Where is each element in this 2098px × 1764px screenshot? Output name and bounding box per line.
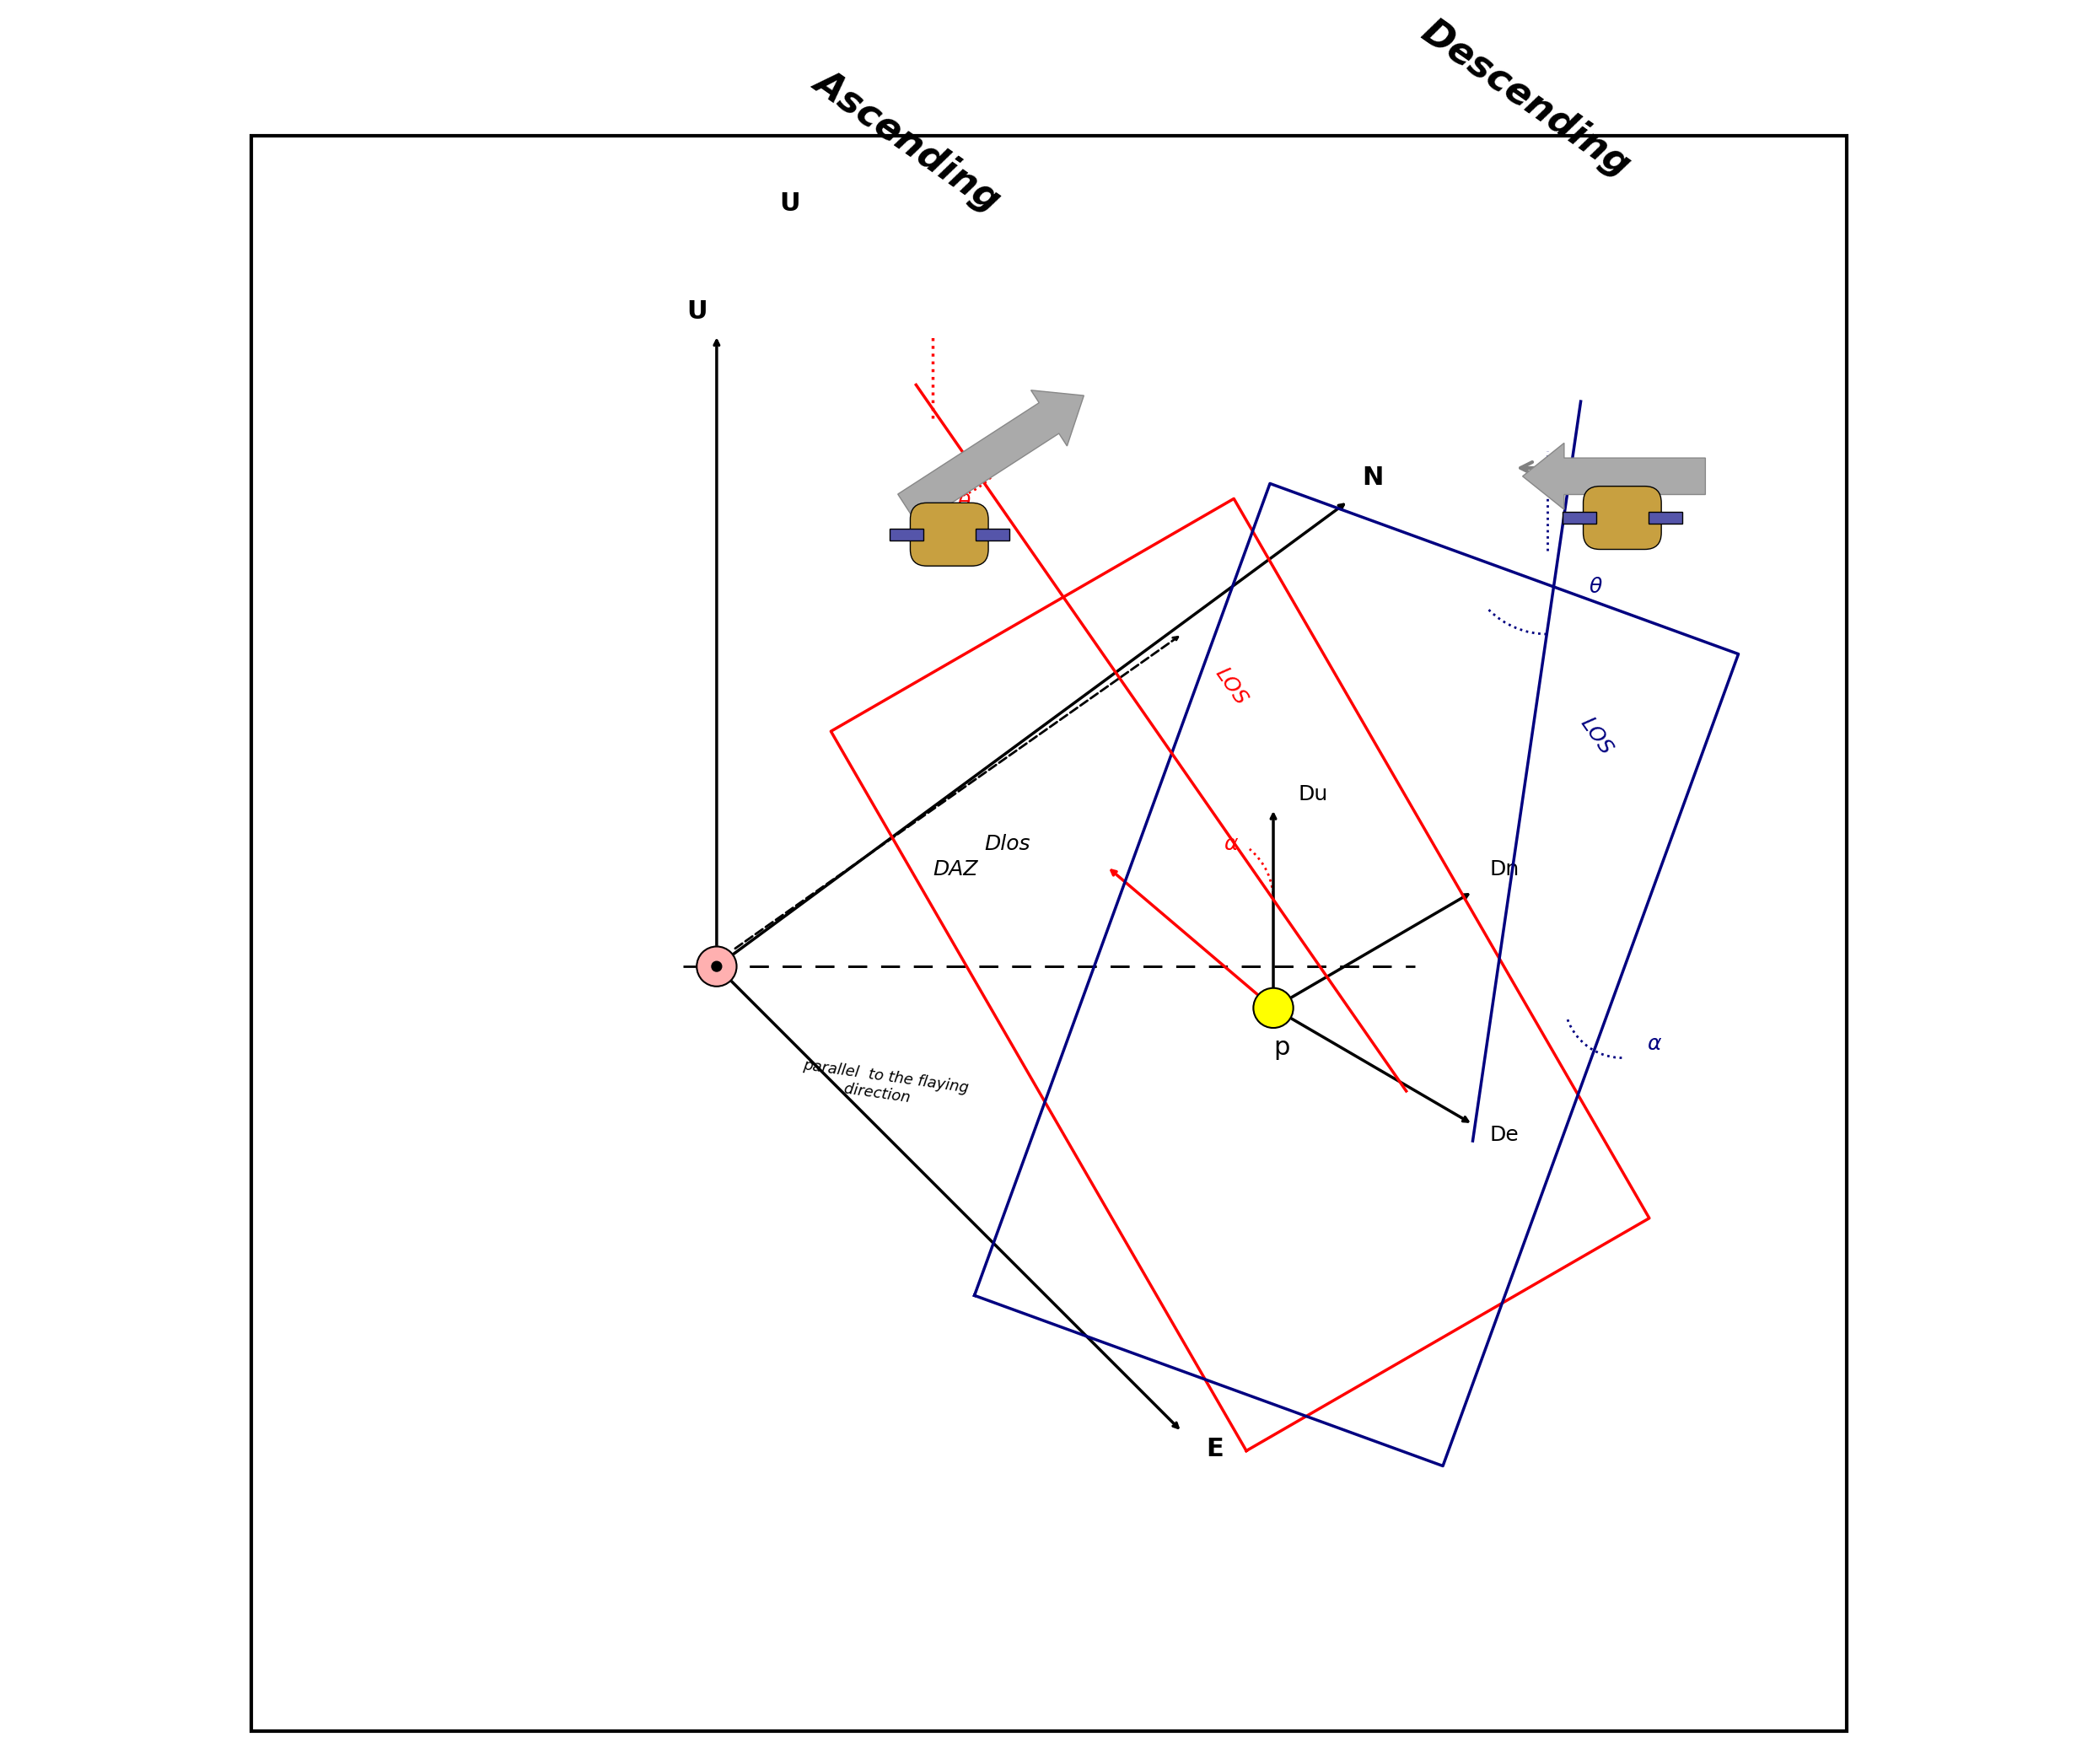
Bar — [1563, 512, 1597, 524]
Text: α: α — [1223, 834, 1238, 854]
Text: LOS: LOS — [1576, 714, 1618, 759]
Circle shape — [697, 947, 736, 986]
Text: E: E — [1206, 1438, 1223, 1462]
Circle shape — [1253, 988, 1292, 1028]
Text: Dn: Dn — [1490, 859, 1519, 878]
Text: Descending: Descending — [1414, 14, 1636, 185]
Text: DAZ: DAZ — [934, 859, 978, 878]
Text: Ascending: Ascending — [808, 64, 1009, 219]
FancyArrow shape — [1523, 443, 1706, 510]
Text: LOS: LOS — [1211, 663, 1250, 709]
FancyBboxPatch shape — [911, 503, 988, 566]
Text: p: p — [1273, 1035, 1290, 1060]
FancyArrow shape — [898, 390, 1085, 526]
Text: parallel  to the flaying
         direction: parallel to the flaying direction — [799, 1058, 969, 1113]
Text: De: De — [1490, 1125, 1519, 1145]
Bar — [976, 529, 1009, 540]
Text: N: N — [1362, 466, 1385, 490]
Text: θ: θ — [957, 494, 971, 513]
Circle shape — [711, 961, 722, 972]
Bar — [1649, 512, 1683, 524]
Text: Dlos: Dlos — [984, 834, 1030, 854]
FancyBboxPatch shape — [1584, 487, 1662, 549]
Text: α: α — [1647, 1034, 1662, 1053]
FancyBboxPatch shape — [252, 136, 1846, 1730]
Text: U: U — [686, 300, 707, 323]
Text: U: U — [778, 191, 799, 215]
Bar — [890, 529, 923, 540]
Text: Du: Du — [1299, 785, 1328, 804]
Text: θ: θ — [1588, 577, 1603, 596]
